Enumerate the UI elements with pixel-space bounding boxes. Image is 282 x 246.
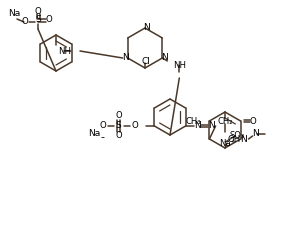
Text: O: O	[35, 6, 41, 15]
Text: NH: NH	[58, 46, 71, 56]
Text: O: O	[249, 117, 256, 125]
Text: O: O	[22, 17, 28, 27]
Text: SO₃: SO₃	[230, 132, 245, 140]
Text: NH: NH	[173, 61, 186, 70]
Text: Na: Na	[88, 129, 101, 138]
Text: O: O	[115, 111, 122, 121]
Text: O: O	[46, 15, 52, 25]
Text: N: N	[161, 52, 168, 62]
Text: CH₂: CH₂	[217, 118, 233, 126]
Text: S: S	[116, 122, 121, 130]
Text: N: N	[194, 122, 201, 130]
Text: -: -	[100, 132, 104, 142]
Text: O: O	[131, 122, 138, 130]
Text: Na⁺: Na⁺	[219, 139, 235, 149]
Text: S: S	[35, 15, 41, 25]
Text: N: N	[144, 24, 150, 32]
Text: N: N	[208, 122, 215, 130]
Text: Na: Na	[8, 10, 20, 18]
Text: CH₃: CH₃	[186, 117, 201, 125]
Text: O: O	[99, 122, 106, 130]
Text: N: N	[240, 135, 247, 143]
Text: O: O	[115, 132, 122, 140]
Text: N: N	[122, 53, 129, 62]
Text: OH: OH	[227, 136, 240, 144]
Text: N: N	[253, 129, 259, 138]
Text: Cl: Cl	[142, 57, 150, 65]
